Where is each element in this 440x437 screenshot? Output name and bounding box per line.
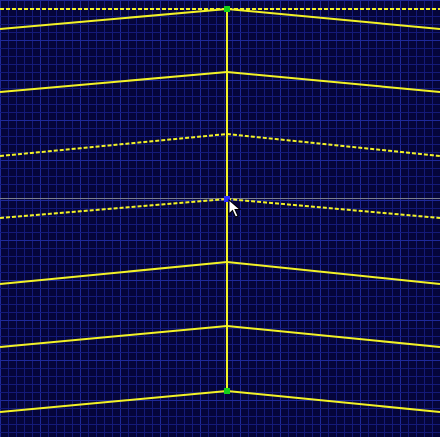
chevron-line[interactable]	[0, 197, 440, 219]
top-vertex[interactable]	[224, 6, 230, 12]
bottom-vertex[interactable]	[224, 388, 230, 394]
cursor-vertex[interactable]	[224, 196, 230, 202]
pointer-arrow-icon	[228, 198, 242, 218]
